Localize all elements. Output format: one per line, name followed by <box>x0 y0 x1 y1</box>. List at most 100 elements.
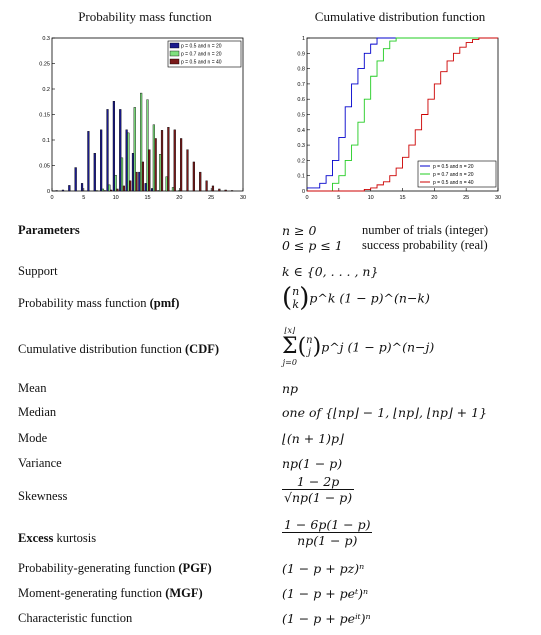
pmf-bar <box>61 189 65 192</box>
y-tick-label: 0.4 <box>297 128 305 134</box>
pmf-bar <box>199 171 202 192</box>
cdf-title: Cumulative distribution function <box>314 9 486 24</box>
pmf-bar <box>157 190 160 192</box>
pmf-bar <box>173 129 176 192</box>
x-tick-label: 10 <box>113 195 119 201</box>
median-label: Median <box>18 405 57 419</box>
y-tick-label: 0.3 <box>297 143 305 149</box>
x-tick-label: 30 <box>495 195 501 201</box>
y-tick-label: 0.2 <box>42 87 50 93</box>
pmf-bar <box>100 129 103 192</box>
pmf-bar <box>148 149 151 192</box>
param-p-desc: success probability (real) <box>362 238 488 252</box>
pmf-label: Probability mass function (pmf) <box>18 296 180 310</box>
variance-label: Variance <box>18 456 62 470</box>
y-tick-label: 0.3 <box>42 36 50 42</box>
legend-label: p = 0.7 and n = 20 <box>181 52 222 58</box>
pmf-bar <box>211 185 215 192</box>
pmf-bar <box>95 190 98 192</box>
pmf-bar <box>230 190 234 192</box>
pmf-bar <box>122 185 125 192</box>
variance-value: np(1 − p) <box>282 456 343 471</box>
x-tick-label: 15 <box>399 195 405 201</box>
param-n-desc: number of trials (integer) <box>362 223 488 237</box>
y-tick-label: 0 <box>47 189 50 195</box>
kurtosis-label: Excess kurtosis <box>18 531 97 545</box>
x-tick-label: 20 <box>176 195 182 201</box>
legend-label: p = 0.5 and n = 40 <box>181 60 222 66</box>
legend-swatch <box>169 50 180 57</box>
pmf-bar <box>133 107 136 192</box>
pmf-formula: (n k)p^k (1 − p)^(n−k) <box>282 283 430 313</box>
pmf-bar <box>109 189 113 192</box>
pmf-bar <box>125 129 128 192</box>
pmf-bar <box>138 171 141 192</box>
legend-label: p = 0.5 and n = 20 <box>433 164 474 170</box>
mgf-label: Moment-generating function (MGF) <box>18 586 203 600</box>
pmf-bar <box>74 167 77 192</box>
x-tick-label: 0 <box>50 195 53 201</box>
cdf-line <box>307 37 498 192</box>
cf-value: (1 − p + peⁱᵗ)ⁿ <box>282 611 371 626</box>
pmf-bar <box>180 138 183 192</box>
y-tick-label: 0.1 <box>297 174 305 180</box>
x-tick-label: 10 <box>368 195 374 201</box>
legend-label: p = 0.5 and n = 20 <box>181 44 222 50</box>
pmf-bar <box>103 190 106 192</box>
support-label: Support <box>18 264 58 278</box>
cdf-label: Cumulative distribution function (CDF) <box>18 342 220 356</box>
y-tick-label: 0 <box>302 189 305 195</box>
x-tick-label: 15 <box>144 195 150 201</box>
cdf-line <box>307 37 498 189</box>
pmf-bar <box>106 109 109 192</box>
legend-label: p = 0.5 and n = 40 <box>433 180 474 186</box>
legend-swatch <box>169 58 180 65</box>
pmf-bar <box>192 161 195 192</box>
legend-label: p = 0.7 and n = 20 <box>433 172 474 178</box>
mean-value: np <box>282 381 299 396</box>
y-tick-label: 0.5 <box>297 113 305 119</box>
parameters-label: Parameters <box>18 223 80 237</box>
pmf-bar <box>119 109 122 192</box>
mean-label: Mean <box>18 381 47 395</box>
pgf-value: (1 − p + pz)ⁿ <box>282 561 365 576</box>
pmf-bar <box>141 161 145 192</box>
cf-label: Characteristic function <box>18 611 133 625</box>
pmf-title: Probability mass function <box>78 9 212 24</box>
pmf-bar <box>135 171 138 192</box>
pmf-bar <box>116 188 119 192</box>
pmf-bar <box>55 190 58 192</box>
pmf-bar <box>114 174 117 192</box>
param-p: 0 ≤ p ≤ 1 <box>282 238 343 253</box>
pmf-bar <box>218 188 221 192</box>
pmf-bar <box>93 153 96 192</box>
pmf-bar <box>146 99 149 192</box>
skewness-label: Skewness <box>18 489 68 503</box>
pmf-bar <box>80 183 84 192</box>
pmf-bar <box>154 138 157 192</box>
x-tick-label: 5 <box>337 195 340 201</box>
pmf-bar <box>108 184 111 192</box>
x-tick-label: 20 <box>431 195 437 201</box>
pmf-bar <box>144 183 147 192</box>
y-tick-label: 0.6 <box>297 97 305 103</box>
pmf-bar <box>152 124 155 192</box>
pmf-bar <box>167 127 170 192</box>
pmf-bar <box>159 154 162 192</box>
x-tick-label: 25 <box>208 195 214 201</box>
pmf-bar <box>171 187 175 192</box>
y-tick-label: 0.25 <box>39 62 50 68</box>
cdf-chart: 0 5 10 15 20 25 30 0 0.1 0.2 0.3 0.4 0.5 0.6 0.7 0.8 0.9… <box>297 36 501 201</box>
pmf-bar <box>101 188 105 192</box>
legend-swatch <box>169 42 180 49</box>
y-tick-label: 0.05 <box>39 164 50 170</box>
y-tick-label: 0.7 <box>297 82 305 88</box>
pmf-bar <box>186 149 189 192</box>
pmf-bar <box>178 190 181 192</box>
pmf-bar <box>120 157 124 192</box>
support-value: k ∈ {0, . . . , n} <box>282 264 379 279</box>
param-n: n ≥ 0 <box>282 223 317 238</box>
pmf-bar <box>165 176 168 192</box>
pmf-bar <box>87 131 90 192</box>
pmf-bar <box>205 180 208 192</box>
